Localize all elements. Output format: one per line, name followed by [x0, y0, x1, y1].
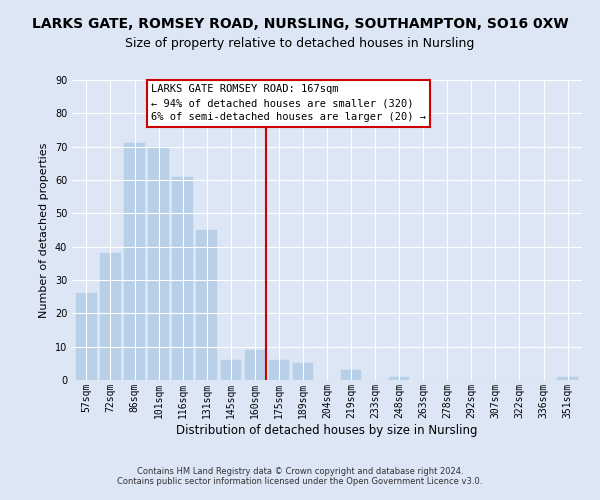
Bar [389, 376, 409, 380]
Y-axis label: Number of detached properties: Number of detached properties [39, 142, 49, 318]
Bar [221, 360, 241, 380]
X-axis label: Distribution of detached houses by size in Nursling: Distribution of detached houses by size … [176, 424, 478, 436]
Bar [196, 230, 217, 380]
Bar [148, 146, 169, 380]
Bar [341, 370, 361, 380]
Bar [172, 176, 193, 380]
Text: LARKS GATE, ROMSEY ROAD, NURSLING, SOUTHAMPTON, SO16 0XW: LARKS GATE, ROMSEY ROAD, NURSLING, SOUTH… [32, 18, 568, 32]
Bar [100, 254, 121, 380]
Text: LARKS GATE ROMSEY ROAD: 167sqm
← 94% of detached houses are smaller (320)
6% of : LARKS GATE ROMSEY ROAD: 167sqm ← 94% of … [151, 84, 426, 122]
Bar [557, 376, 578, 380]
Bar [76, 294, 97, 380]
Text: Contains public sector information licensed under the Open Government Licence v3: Contains public sector information licen… [118, 477, 482, 486]
Bar [293, 364, 313, 380]
Text: Size of property relative to detached houses in Nursling: Size of property relative to detached ho… [125, 38, 475, 51]
Bar [124, 144, 145, 380]
Bar [269, 360, 289, 380]
Text: Contains HM Land Registry data © Crown copyright and database right 2024.: Contains HM Land Registry data © Crown c… [137, 467, 463, 476]
Bar [245, 350, 265, 380]
